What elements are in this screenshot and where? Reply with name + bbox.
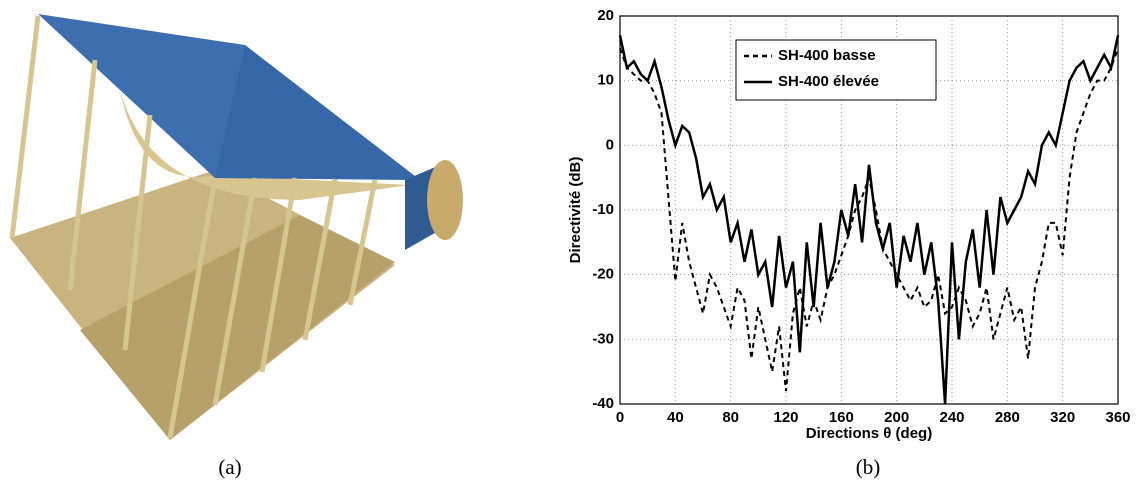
- legend-box: [735, 39, 937, 101]
- y-tick-label: 0: [606, 136, 614, 153]
- y-axis-label: Directivité (dB): [567, 157, 584, 264]
- y-tick-label: -30: [592, 330, 614, 347]
- x-tick-label: 0: [616, 409, 624, 426]
- panel-label: (a): [218, 455, 241, 479]
- y-tick-label: 20: [597, 7, 614, 24]
- x-tick-label: 320: [1050, 409, 1075, 426]
- x-tick-label: 80: [722, 409, 739, 426]
- rods: [9, 15, 378, 439]
- y-tick-label: -40: [592, 395, 614, 412]
- x-tick-label: 240: [939, 409, 964, 426]
- y-tick-label: -20: [592, 266, 614, 283]
- line-series: [618, 35, 1120, 405]
- plot: 0 40 80 120 160 200 240 280 320 360 -40 -30 -20 -10 0 1…: [567, 7, 1131, 442]
- x-tick-label: 40: [667, 409, 684, 426]
- x-tick-label: 200: [884, 409, 909, 426]
- x-tick-label: 280: [995, 409, 1020, 426]
- x-tick-label: 360: [1105, 409, 1130, 426]
- legend-label: SH-400 élevée: [778, 73, 879, 90]
- top-shade: [215, 45, 420, 180]
- connector: [427, 160, 463, 240]
- antenna-photo: [9, 14, 463, 440]
- y-tick-label: 10: [597, 72, 614, 89]
- panel-label: (b): [856, 455, 881, 479]
- x-tick-label: 160: [829, 409, 854, 426]
- x-tick-label: 120: [773, 409, 798, 426]
- legend-label: SH-400 basse: [778, 47, 876, 64]
- x-axis-label: Directions θ (deg): [806, 425, 932, 442]
- plot-frame: [619, 15, 1119, 405]
- y-tick-label: -10: [592, 201, 614, 218]
